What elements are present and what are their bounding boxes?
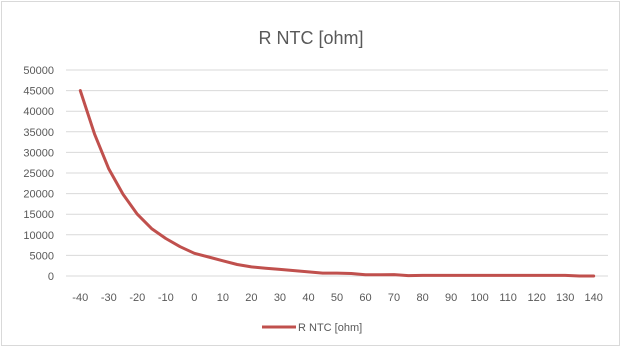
y-tick-label: 0 — [48, 271, 54, 283]
y-tick-label: 45000 — [23, 86, 54, 98]
x-tick-label: -10 — [158, 292, 174, 304]
y-tick-label: 40000 — [23, 106, 54, 118]
series-group — [78, 89, 596, 278]
x-tick-label: 140 — [585, 292, 603, 304]
x-tick-label: 100 — [470, 292, 488, 304]
y-tick-label: 20000 — [23, 189, 54, 201]
x-tick-label: 90 — [445, 292, 457, 304]
x-tick-label: 0 — [191, 292, 197, 304]
y-tick-label: 50000 — [23, 65, 54, 77]
legend-label: R NTC [ohm] — [298, 322, 362, 334]
x-tick-label: 30 — [274, 292, 286, 304]
x-tick-label: 20 — [245, 292, 257, 304]
x-tick-label: -40 — [72, 292, 88, 304]
y-tick-label: 5000 — [30, 250, 54, 262]
y-tick-label: 25000 — [23, 168, 54, 180]
x-tick-label: 80 — [416, 292, 428, 304]
y-tick-label: 30000 — [23, 147, 54, 159]
x-tick-label: 120 — [528, 292, 546, 304]
x-tick-label: -30 — [101, 292, 117, 304]
gridlines — [66, 69, 608, 277]
x-tick-label: 50 — [331, 292, 343, 304]
series-line-0 — [78, 89, 596, 278]
y-tick-label: 10000 — [23, 230, 54, 242]
x-tick-label: 40 — [302, 292, 314, 304]
x-axis-ticks: -40 -30 -20 -10 0 10 20 30 40 50 60 70 80 90 100 110 120… — [72, 292, 603, 304]
y-tick-label: 35000 — [23, 127, 54, 139]
x-tick-label: 10 — [217, 292, 229, 304]
x-tick-label: 130 — [556, 292, 574, 304]
x-tick-label: -20 — [129, 292, 145, 304]
x-tick-label: 110 — [499, 292, 517, 304]
y-tick-label: 15000 — [23, 209, 54, 221]
x-tick-label: 70 — [388, 292, 400, 304]
legend: R NTC [ohm] — [262, 322, 362, 334]
x-tick-label: 60 — [359, 292, 371, 304]
y-axis-ticks: 0 5000 10000 15000 20000 25000 30000 35000 40000… — [23, 65, 54, 283]
chart-title: R NTC [ohm] — [258, 28, 363, 48]
